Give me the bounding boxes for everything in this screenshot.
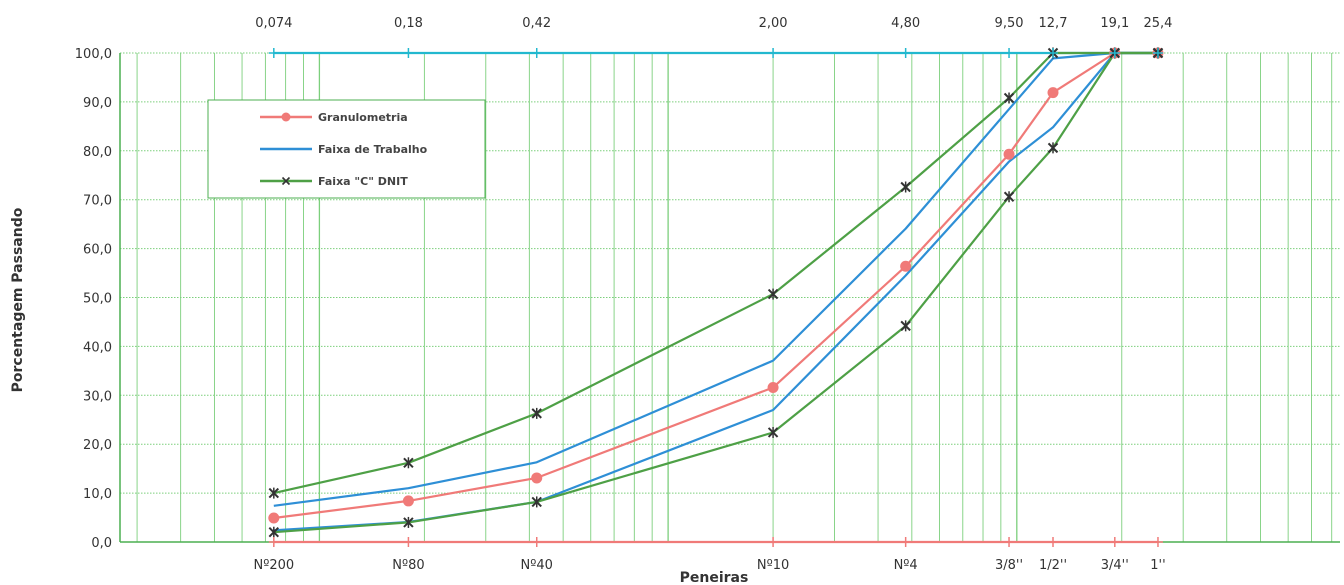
y-tick-label: 60,0	[83, 243, 112, 258]
y-tick-label: 10,0	[83, 487, 112, 502]
y-tick-label: 20,0	[83, 438, 112, 453]
data-point	[1048, 537, 1059, 547]
data-point	[268, 48, 279, 58]
data-point	[767, 381, 779, 393]
top-tick-label: 9,50	[995, 16, 1024, 31]
bottom-tick-label: Nº4	[894, 558, 918, 573]
data-point	[1109, 48, 1120, 58]
y-tick-label: 80,0	[83, 145, 112, 160]
bottom-tick-label: Nº80	[392, 558, 424, 573]
top-tick-label: 19,1	[1100, 16, 1129, 31]
data-point	[1152, 48, 1163, 58]
bottom-tick-label: Nº40	[521, 558, 553, 573]
data-point	[1152, 537, 1163, 547]
series-markers	[268, 47, 1164, 547]
data-point	[900, 537, 911, 547]
data-point	[531, 537, 542, 547]
y-tick-label: 100,0	[75, 47, 112, 62]
data-point	[531, 496, 542, 508]
data-point	[1004, 48, 1015, 58]
top-tick-label: 25,4	[1143, 16, 1172, 31]
bottom-tick-label: Nº200	[253, 558, 294, 573]
top-tick-label: 2,00	[759, 16, 788, 31]
data-point	[268, 512, 280, 524]
top-tick-label: 0,074	[255, 16, 292, 31]
tick-labels: 0,0 10,0 20,0 30,0 40,0 50,0 60,0 70,0 80,0 90,0 1…	[75, 16, 1173, 573]
data-point	[900, 320, 911, 332]
legend-entry-label: Faixa de Trabalho	[318, 143, 428, 156]
y-tick-label: 90,0	[83, 96, 112, 111]
legend-swatch-marker	[281, 176, 291, 186]
top-tick-label: 12,7	[1039, 16, 1068, 31]
data-point	[1109, 537, 1120, 547]
y-tick-label: 40,0	[83, 340, 112, 355]
bottom-tick-label: 1''	[1150, 558, 1165, 573]
data-point	[900, 181, 911, 193]
top-tick-label: 0,18	[394, 16, 423, 31]
y-tick-label: 0,0	[91, 536, 112, 551]
y-tick-label: 70,0	[83, 194, 112, 209]
data-point	[1047, 87, 1059, 99]
data-point	[1003, 92, 1015, 104]
bottom-tick-label: Nº10	[757, 558, 789, 573]
series-line-faixa-de-trabalho-upper	[273, 51, 1158, 507]
bottom-tick-label: 3/4''	[1101, 558, 1129, 573]
data-point	[403, 516, 414, 528]
data-point	[268, 487, 280, 499]
legend-swatch-marker	[281, 112, 291, 122]
top-tick-label: 0,42	[522, 16, 551, 31]
legend: Granulometria Faixa de Trabalho Faixa "C" …	[207, 99, 486, 199]
x-axis-title: Peneiras	[680, 570, 749, 585]
bottom-tick-label: 3/8''	[995, 558, 1023, 573]
data-point	[1047, 142, 1059, 154]
data-point	[900, 260, 912, 272]
data-point	[531, 48, 542, 58]
y-tick-label: 50,0	[83, 292, 112, 307]
data-point	[768, 537, 779, 547]
grid	[120, 52, 1340, 543]
data-point	[402, 495, 414, 507]
y-tick-label: 30,0	[83, 389, 112, 404]
data-point	[403, 537, 414, 547]
data-point	[268, 526, 280, 538]
data-point	[767, 426, 779, 438]
data-point	[1048, 48, 1059, 58]
data-point	[900, 48, 911, 58]
data-point	[768, 48, 779, 58]
data-point	[403, 457, 414, 469]
data-point	[1003, 148, 1015, 160]
legend-entry-label: Granulometria	[318, 111, 408, 124]
top-tick-label: 4,80	[891, 16, 920, 31]
data-point	[1004, 537, 1015, 547]
data-point	[531, 472, 543, 484]
data-point	[767, 288, 779, 300]
bottom-tick-label: 1/2''	[1039, 558, 1067, 573]
data-point	[531, 407, 542, 419]
data-point	[1003, 191, 1015, 203]
data-point	[403, 48, 414, 58]
legend-entry-label: Faixa "C" DNIT	[318, 175, 408, 188]
y-axis-title: Porcentagem Passando	[10, 207, 26, 392]
legend-box	[207, 99, 486, 199]
data-point	[268, 537, 279, 547]
